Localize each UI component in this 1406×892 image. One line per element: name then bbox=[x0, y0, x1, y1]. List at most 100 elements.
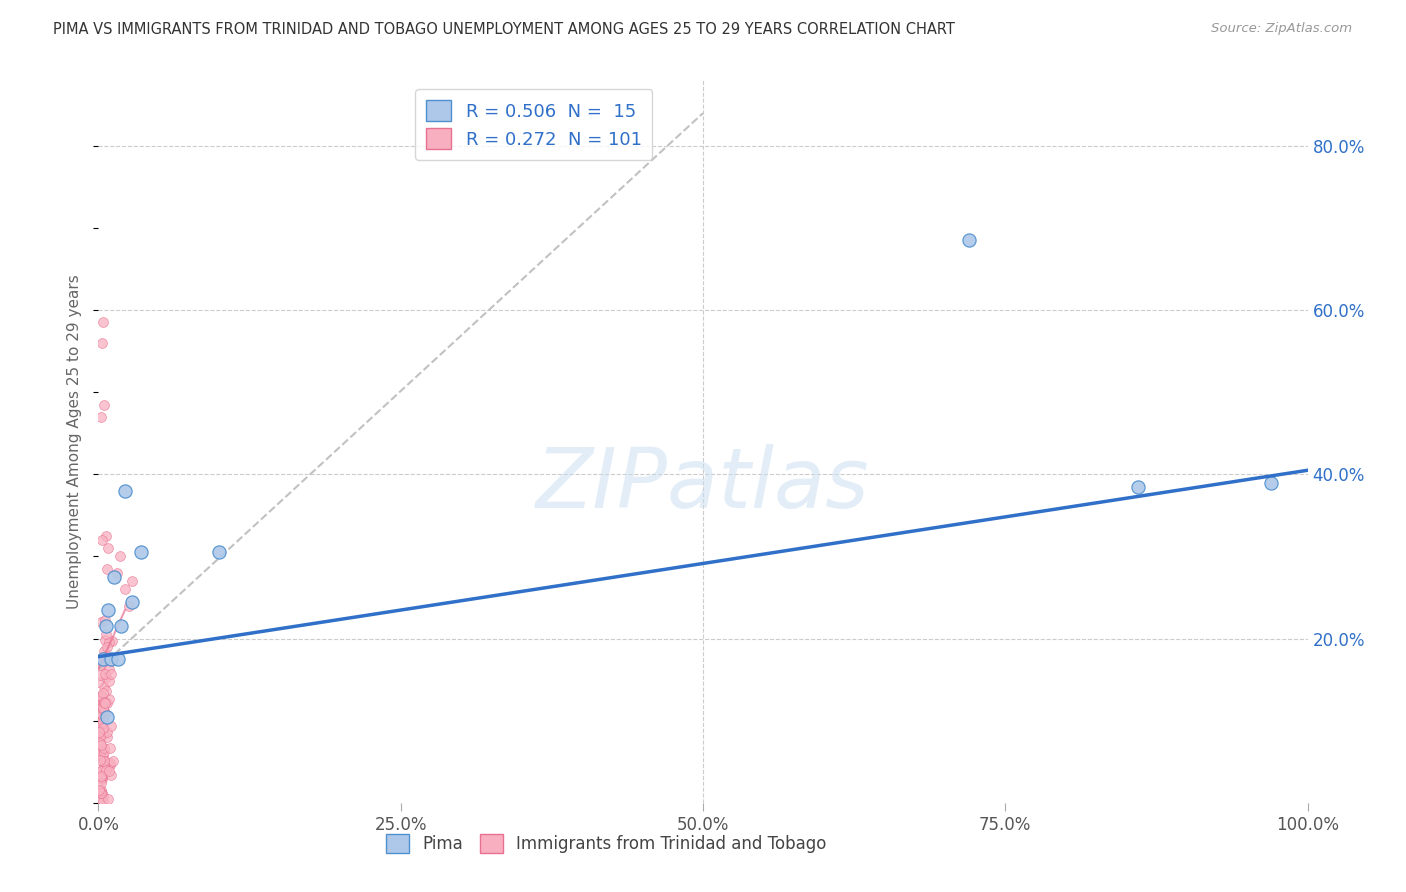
Point bbox=[90, 706, 112, 720]
Point bbox=[93, 789, 115, 803]
Point bbox=[91, 690, 114, 704]
Point bbox=[87, 690, 110, 705]
Point bbox=[90, 769, 112, 783]
Point bbox=[96, 562, 118, 576]
Point bbox=[91, 336, 114, 351]
Point bbox=[96, 763, 118, 777]
Point bbox=[94, 529, 117, 543]
Point bbox=[94, 762, 117, 776]
Point bbox=[89, 730, 111, 744]
Legend: Pima, Immigrants from Trinidad and Tobago: Pima, Immigrants from Trinidad and Tobag… bbox=[380, 827, 834, 860]
Point bbox=[91, 726, 114, 740]
Point bbox=[89, 792, 111, 806]
Point bbox=[100, 719, 122, 733]
Point bbox=[93, 700, 115, 714]
Point bbox=[93, 740, 115, 755]
Point bbox=[87, 725, 110, 739]
Point bbox=[957, 233, 980, 247]
Point bbox=[1128, 480, 1150, 494]
Point bbox=[100, 666, 122, 681]
Point bbox=[94, 626, 117, 640]
Point bbox=[101, 634, 124, 648]
Point bbox=[90, 770, 112, 784]
Point bbox=[94, 666, 117, 681]
Point bbox=[96, 696, 118, 710]
Point bbox=[89, 736, 111, 750]
Point bbox=[91, 721, 114, 735]
Point bbox=[91, 657, 114, 671]
Point bbox=[90, 772, 112, 786]
Point bbox=[91, 697, 114, 711]
Point bbox=[94, 632, 117, 647]
Point bbox=[93, 745, 115, 759]
Point bbox=[89, 667, 111, 681]
Point bbox=[94, 670, 117, 684]
Point bbox=[87, 716, 110, 731]
Point bbox=[97, 603, 120, 617]
Point bbox=[100, 768, 122, 782]
Point bbox=[90, 771, 112, 785]
Point bbox=[93, 706, 115, 720]
Point bbox=[91, 700, 114, 714]
Point bbox=[96, 709, 118, 723]
Point bbox=[89, 742, 111, 756]
Point bbox=[121, 574, 143, 588]
Point bbox=[96, 640, 118, 654]
Point bbox=[94, 696, 117, 710]
Point bbox=[98, 692, 121, 706]
Point bbox=[98, 741, 121, 756]
Point bbox=[90, 615, 112, 630]
Point bbox=[91, 533, 114, 547]
Point bbox=[90, 699, 112, 714]
Point bbox=[89, 754, 111, 768]
Point bbox=[90, 775, 112, 789]
Point bbox=[93, 761, 115, 775]
Y-axis label: Unemployment Among Ages 25 to 29 years: Unemployment Among Ages 25 to 29 years bbox=[67, 274, 83, 609]
Point bbox=[90, 409, 112, 424]
Point bbox=[91, 649, 114, 664]
Point bbox=[114, 582, 136, 597]
Point bbox=[93, 644, 115, 658]
Point bbox=[94, 619, 117, 633]
Point bbox=[98, 662, 121, 676]
Point bbox=[98, 764, 121, 778]
Point bbox=[90, 744, 112, 758]
Point bbox=[96, 724, 118, 739]
Point bbox=[114, 483, 136, 498]
Point bbox=[93, 680, 115, 694]
Point bbox=[90, 700, 112, 714]
Point bbox=[90, 750, 112, 764]
Point bbox=[98, 634, 121, 648]
Point bbox=[101, 754, 124, 768]
Point bbox=[97, 792, 120, 806]
Point bbox=[94, 684, 117, 698]
Point bbox=[98, 673, 121, 688]
Point bbox=[118, 599, 141, 613]
Point bbox=[96, 730, 118, 744]
Point bbox=[121, 594, 143, 608]
Point bbox=[90, 786, 112, 800]
Point bbox=[93, 704, 115, 718]
Point bbox=[90, 751, 112, 765]
Point bbox=[89, 717, 111, 731]
Point bbox=[208, 545, 231, 559]
Point bbox=[93, 755, 115, 769]
Point bbox=[90, 786, 112, 800]
Point bbox=[91, 711, 114, 725]
Point bbox=[90, 770, 112, 784]
Point bbox=[105, 566, 128, 580]
Point bbox=[89, 783, 111, 797]
Point bbox=[91, 794, 114, 808]
Point bbox=[91, 761, 114, 775]
Point bbox=[87, 729, 110, 743]
Point bbox=[97, 541, 120, 556]
Text: Source: ZipAtlas.com: Source: ZipAtlas.com bbox=[1212, 22, 1353, 36]
Point bbox=[87, 747, 110, 761]
Point bbox=[89, 710, 111, 724]
Text: ZIPatlas: ZIPatlas bbox=[536, 444, 870, 525]
Point bbox=[91, 652, 114, 666]
Point bbox=[89, 783, 111, 797]
Point bbox=[94, 613, 117, 627]
Point bbox=[91, 685, 114, 699]
Point bbox=[91, 705, 114, 719]
